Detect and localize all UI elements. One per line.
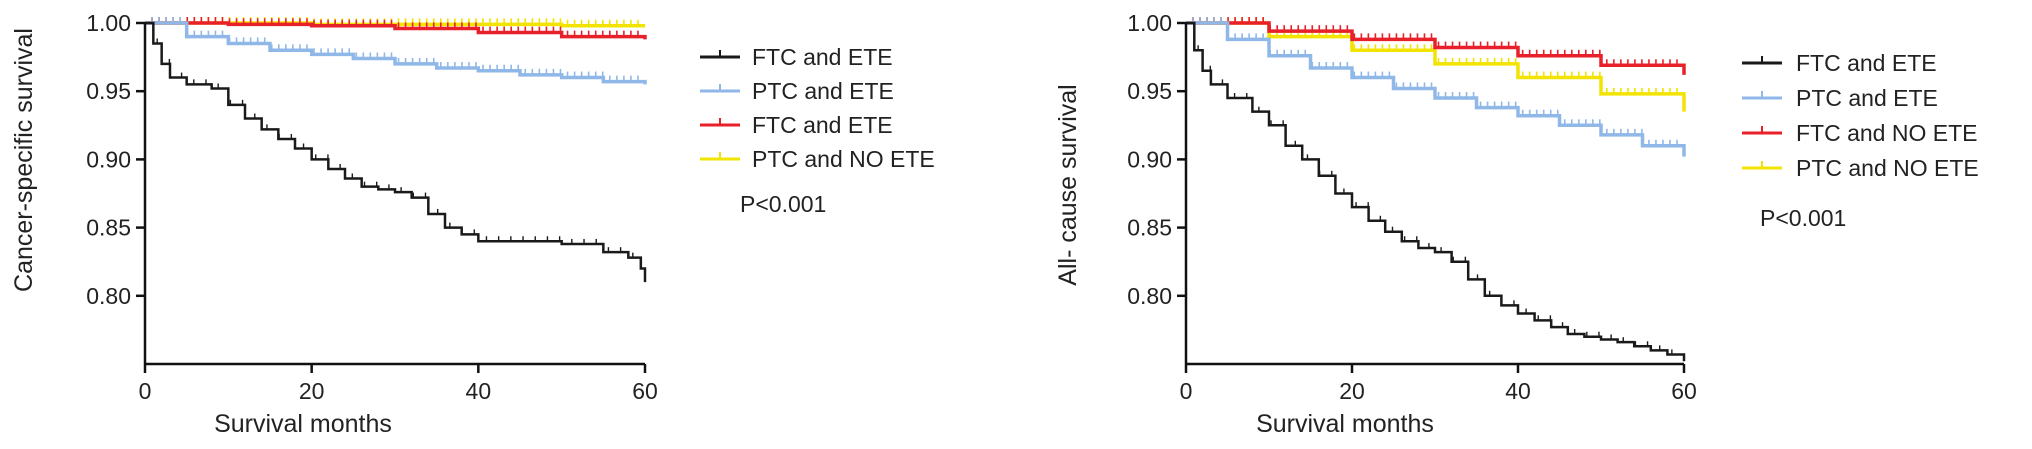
legend: FTC and ETE PTC and ETE FTC and ETE PTC and… xyxy=(700,44,935,172)
series-2 xyxy=(1186,17,1686,75)
series-0 xyxy=(145,21,647,283)
series-1 xyxy=(1186,17,1686,157)
legend-label: FTC and ETE xyxy=(752,112,893,138)
survival-curve xyxy=(1186,21,1686,112)
legend: FTC and ETE PTC and ETE FTC and NO ETE PTC … xyxy=(1742,50,1979,181)
legend-item: FTC and NO ETE xyxy=(1742,120,1977,146)
legend-label: PTC and ETE xyxy=(752,78,894,104)
axes: 0 20 40 60 0.80 0.85 0.90 0.95 1.00 xyxy=(1127,10,1697,404)
axes: 0 20 40 60 0.80 0.85 0.90 0.95 1.00 xyxy=(86,10,658,404)
x-tick-label: 40 xyxy=(466,378,492,404)
y-tick-label: 0.85 xyxy=(1127,215,1172,241)
legend-item: FTC and ETE xyxy=(1742,50,1937,76)
y-tick-label: 0.90 xyxy=(86,146,131,172)
legend-label: PTC and ETE xyxy=(1796,85,1938,111)
all-cause-survival-chart: 0 20 40 60 0.80 0.85 0.90 0.95 1.00 Survival mon… xyxy=(1054,10,1979,438)
series-0 xyxy=(1186,21,1686,362)
x-tick-label: 60 xyxy=(1671,378,1697,404)
legend-label: FTC and ETE xyxy=(1796,50,1937,76)
legend-label: FTC and ETE xyxy=(752,44,893,70)
legend-item: FTC and ETE xyxy=(700,44,893,70)
y-axis-title: Cancer-specific survival xyxy=(10,28,38,292)
survival-curve xyxy=(1186,21,1686,157)
p-value-annotation: P<0.001 xyxy=(1760,205,1846,231)
y-tick-label: 0.90 xyxy=(1127,146,1172,172)
y-tick-label: 0.85 xyxy=(86,215,131,241)
survival-curve xyxy=(145,21,647,85)
legend-item: PTC and ETE xyxy=(1742,85,1938,111)
x-tick-label: 20 xyxy=(1339,378,1365,404)
legend-item: FTC and ETE xyxy=(700,112,893,138)
legend-item: PTC and ETE xyxy=(700,78,894,104)
y-axis-title: All- cause survival xyxy=(1054,84,1082,285)
y-tick-label: 1.00 xyxy=(1127,10,1172,36)
y-tick-label: 0.80 xyxy=(86,283,131,309)
legend-label: FTC and NO ETE xyxy=(1796,120,1977,146)
x-axis-title: Survival months xyxy=(1256,410,1434,438)
survival-curve xyxy=(1186,21,1686,362)
legend-label: PTC and NO ETE xyxy=(752,146,935,172)
x-tick-label: 0 xyxy=(1180,378,1193,404)
x-axis-title: Survival months xyxy=(214,410,392,438)
legend-item: PTC and NO ETE xyxy=(700,146,935,172)
survival-curve xyxy=(1186,21,1686,75)
x-tick-label: 40 xyxy=(1505,378,1531,404)
cancer-specific-survival-chart: 0 20 40 60 0.80 0.85 0.90 0.95 1.00 Survival mon… xyxy=(10,10,935,438)
survival-curve xyxy=(145,21,647,40)
x-tick-label: 60 xyxy=(632,378,658,404)
y-tick-label: 1.00 xyxy=(86,10,131,36)
legend-label: PTC and NO ETE xyxy=(1796,155,1979,181)
legend-item: PTC and NO ETE xyxy=(1742,155,1979,181)
y-tick-label: 0.95 xyxy=(86,78,131,104)
x-tick-label: 0 xyxy=(139,378,152,404)
series-1 xyxy=(145,17,647,85)
y-tick-label: 0.80 xyxy=(1127,283,1172,309)
y-tick-label: 0.95 xyxy=(1127,78,1172,104)
p-value-annotation: P<0.001 xyxy=(740,191,826,217)
survival-curve xyxy=(145,21,647,283)
x-tick-label: 20 xyxy=(299,378,325,404)
series-lines xyxy=(1186,17,1686,362)
series-lines xyxy=(145,17,647,283)
